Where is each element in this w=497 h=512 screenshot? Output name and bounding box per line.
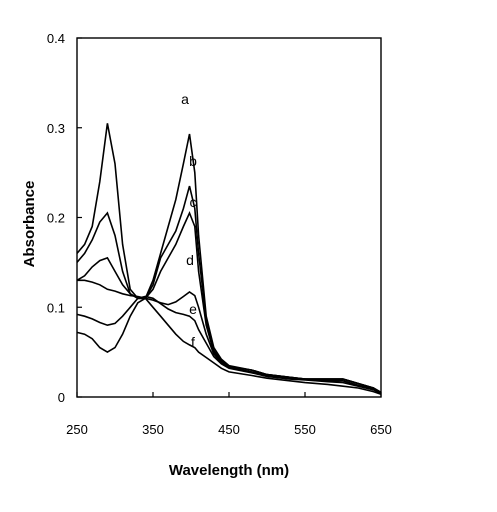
- y-tick-label: 0.4: [47, 31, 65, 46]
- curve-label-f: f: [191, 334, 195, 350]
- x-axis-title: Wavelength (nm): [169, 462, 289, 479]
- curve-label-b: b: [189, 153, 197, 169]
- series-lines: [76, 123, 382, 396]
- plot-frame: [76, 37, 382, 398]
- series-line-b: [76, 185, 382, 394]
- y-axis-title: Absorbance: [21, 181, 38, 268]
- x-tick-label: 650: [370, 422, 392, 437]
- x-tick-label: 250: [66, 422, 88, 437]
- curve-label-c: c: [190, 194, 197, 210]
- curve-labels: a b c d e f: [181, 91, 197, 350]
- curve-label-d: d: [186, 252, 194, 268]
- x-tick-label: 350: [142, 422, 164, 437]
- curve-label-a: a: [181, 91, 189, 107]
- x-tick-label: 450: [218, 422, 240, 437]
- curve-label-e: e: [189, 301, 197, 317]
- y-tick-label: 0: [58, 390, 65, 405]
- x-axis-ticks: 250 350 450 550 650: [66, 392, 392, 437]
- y-tick-label: 0.1: [47, 300, 65, 315]
- y-axis-ticks: 0 0.1 0.2 0.3 0.4: [47, 31, 82, 405]
- y-tick-label: 0.3: [47, 121, 65, 136]
- series-line-e: [76, 295, 382, 395]
- x-tick-label: 550: [294, 422, 316, 437]
- series-line-f: [76, 297, 382, 396]
- series-line-d: [77, 279, 382, 395]
- y-tick-label: 0.2: [47, 211, 65, 226]
- series-line-a: [76, 123, 382, 394]
